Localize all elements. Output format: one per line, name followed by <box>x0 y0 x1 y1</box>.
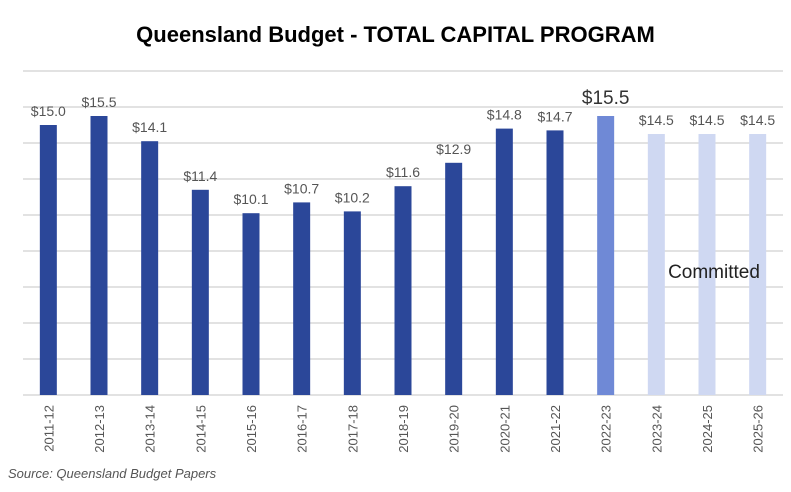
data-label: $14.5 <box>689 112 724 128</box>
bar <box>394 186 412 395</box>
x-tick-label: 2012-13 <box>92 405 107 453</box>
x-tick-label: 2021-22 <box>548 405 563 453</box>
data-label: $14.5 <box>639 112 674 128</box>
data-label: $10.7 <box>284 180 319 196</box>
x-tick-label: 2025-26 <box>751 405 766 453</box>
x-tick-label: 2015-16 <box>244 405 259 453</box>
committed-annotation: Committed <box>668 262 760 283</box>
bar <box>597 116 615 395</box>
data-label: $10.1 <box>233 191 268 207</box>
data-label: $15.5 <box>582 88 630 109</box>
bar <box>191 189 209 395</box>
data-label: $15.5 <box>81 94 116 110</box>
bar <box>90 116 108 395</box>
source-note: Source: Queensland Budget Papers <box>8 466 217 481</box>
x-tick-label: 2024-25 <box>700 405 715 453</box>
data-label: $15.0 <box>31 103 66 119</box>
chart-title: Queensland Budget - TOTAL CAPITAL PROGRA… <box>136 22 655 47</box>
x-tick-label: 2022-23 <box>599 405 614 453</box>
bar <box>242 213 260 395</box>
data-label: $11.4 <box>183 168 217 184</box>
data-label: $14.5 <box>740 112 775 128</box>
bar <box>141 141 159 395</box>
x-tick-label: 2017-18 <box>345 405 360 453</box>
x-tick-label: 2019-20 <box>447 405 462 453</box>
bar <box>39 125 57 395</box>
data-label: $11.6 <box>386 164 420 180</box>
data-label: $14.8 <box>487 107 522 123</box>
x-tick-label: 2023-24 <box>649 405 664 453</box>
bar <box>495 128 513 395</box>
bar <box>698 134 716 395</box>
bar <box>647 134 665 395</box>
bar <box>445 162 463 395</box>
x-tick-label: 2013-14 <box>143 405 158 453</box>
x-tick-label: 2014-15 <box>193 405 208 453</box>
data-label: $14.7 <box>537 108 572 124</box>
bar <box>749 134 767 395</box>
bar <box>546 130 564 395</box>
x-tick-label: 2011-12 <box>41 405 56 452</box>
bar <box>343 211 361 395</box>
data-label: $12.9 <box>436 141 471 157</box>
x-tick-label: 2020-21 <box>497 405 512 453</box>
x-tick-label: 2016-17 <box>295 405 310 453</box>
x-tick-label: 2018-19 <box>396 405 411 453</box>
data-label: $10.2 <box>335 189 370 205</box>
bar <box>293 202 311 395</box>
data-label: $14.1 <box>132 119 167 135</box>
